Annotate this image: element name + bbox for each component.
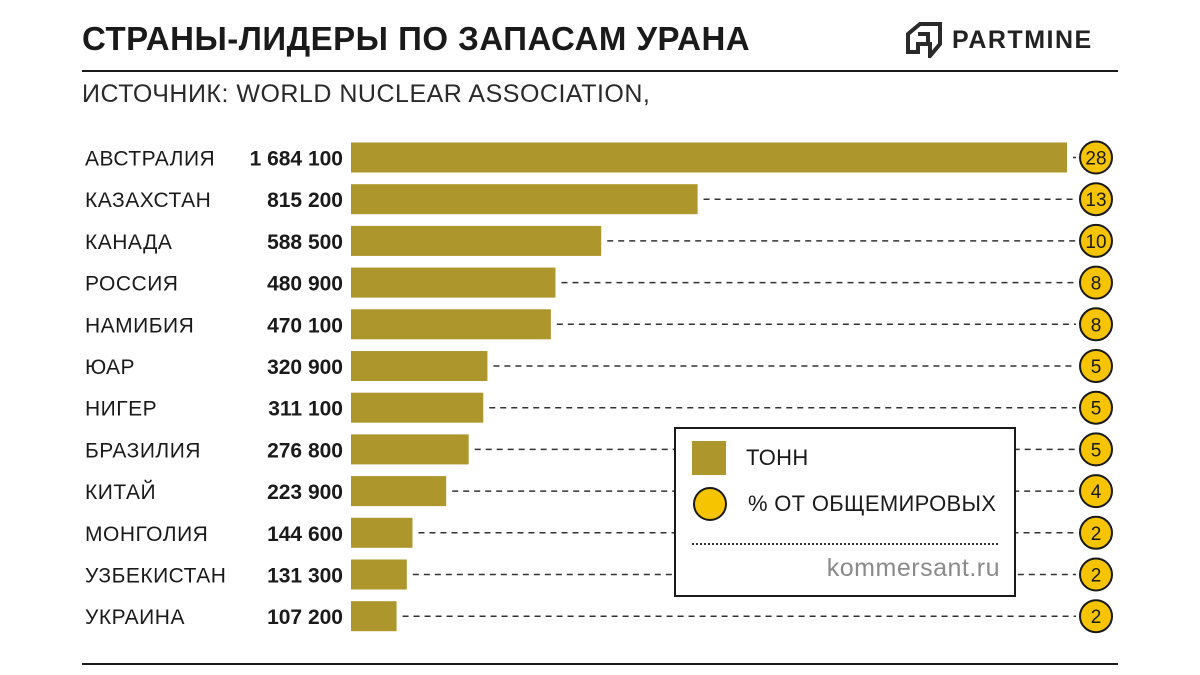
percent-circle [1079, 265, 1113, 300]
percent-circle [1079, 599, 1113, 634]
category-label: ЮАР [85, 356, 135, 379]
legend-circle-swatch [693, 487, 727, 521]
bar [351, 309, 551, 340]
bar [351, 517, 413, 548]
legend-divider [692, 543, 998, 545]
bar [351, 142, 1067, 173]
value-label: 276 800 [267, 439, 343, 462]
bar [351, 559, 407, 590]
category-label: УЗБЕКИСТАН [85, 565, 226, 588]
percent-label: 8 [1091, 315, 1102, 336]
value-label: 131 300 [267, 565, 343, 588]
partmine-logo-icon [906, 22, 942, 58]
percent-circle [1079, 349, 1113, 383]
category-label: АВСТРАЛИЯ [85, 148, 215, 171]
bar [351, 434, 469, 465]
percent-circle [1079, 557, 1113, 592]
value-label: 1 684 100 [250, 148, 343, 171]
percent-label: 4 [1091, 482, 1102, 503]
value-label: 588 500 [267, 231, 343, 254]
percent-circle [1079, 223, 1113, 258]
bar [351, 351, 488, 381]
percent-label: 8 [1091, 274, 1102, 295]
top-divider [82, 70, 1118, 72]
percent-label: 2 [1091, 524, 1102, 545]
bar [351, 476, 447, 507]
legend-item-tons: ТОНН [692, 441, 809, 475]
value-label: 223 900 [267, 481, 343, 504]
bar [351, 392, 484, 423]
percent-circle [1079, 432, 1113, 467]
category-label: РОССИЯ [85, 273, 178, 296]
percent-label: 28 [1085, 149, 1106, 170]
legend-item-percent: % ОТ ОБЩЕМИРОВЫХ [692, 487, 996, 521]
category-label: НАМИБИЯ [85, 314, 194, 337]
percent-circle [1079, 474, 1113, 509]
category-label: БРАЗИЛИЯ [85, 439, 201, 462]
percent-label: 10 [1085, 232, 1106, 253]
legend-label-percent: % ОТ ОБЩЕМИРОВЫХ [748, 491, 997, 516]
percent-label: 2 [1091, 607, 1102, 628]
legend-label-tons: ТОНН [746, 445, 809, 470]
percent-circle [1079, 140, 1113, 175]
chart-title: СТРАНЫ-ЛИДЕРЫ ПО ЗАПАСАМ УРАНА [82, 20, 751, 57]
value-label: 815 200 [267, 189, 343, 212]
brand-name: PARTMINE [952, 25, 1093, 54]
category-label: КИТАЙ [85, 480, 156, 504]
value-label: 320 900 [267, 356, 343, 379]
percent-label: 13 [1085, 190, 1106, 211]
category-label: НИГЕР [85, 398, 157, 421]
site-credit: kommersant.ru [826, 554, 1000, 582]
bar [351, 267, 556, 298]
bar [351, 184, 698, 215]
percent-label: 5 [1091, 399, 1102, 420]
value-label: 470 100 [267, 314, 343, 337]
percent-circle [1079, 515, 1113, 550]
bottom-divider [82, 663, 1118, 665]
percent-circle [1079, 182, 1113, 217]
value-label: 107 200 [267, 606, 343, 629]
brand-logo[interactable]: PARTMINE [904, 22, 1093, 58]
legend-bar-swatch [692, 441, 726, 475]
category-label: УКРАИНА [85, 606, 185, 629]
bar [351, 601, 397, 632]
percent-circle [1079, 307, 1113, 342]
category-label: МОНГОЛИЯ [85, 523, 208, 546]
percent-circle [1079, 390, 1113, 425]
percent-label: 5 [1091, 357, 1102, 378]
value-label: 480 900 [267, 273, 343, 296]
value-label: 144 600 [267, 523, 343, 546]
legend: ТОНН % ОТ ОБЩЕМИРОВЫХ kommersant.ru [674, 427, 1016, 597]
percent-label: 2 [1091, 566, 1102, 587]
source-label: ИСТОЧНИК: WORLD NUCLEAR ASSOCIATION, [82, 80, 651, 108]
category-label: КАНАДА [85, 231, 172, 254]
category-label: КАЗАХСТАН [85, 189, 211, 212]
value-label: 311 100 [268, 398, 343, 421]
bar [351, 225, 602, 256]
percent-label: 5 [1091, 440, 1102, 461]
